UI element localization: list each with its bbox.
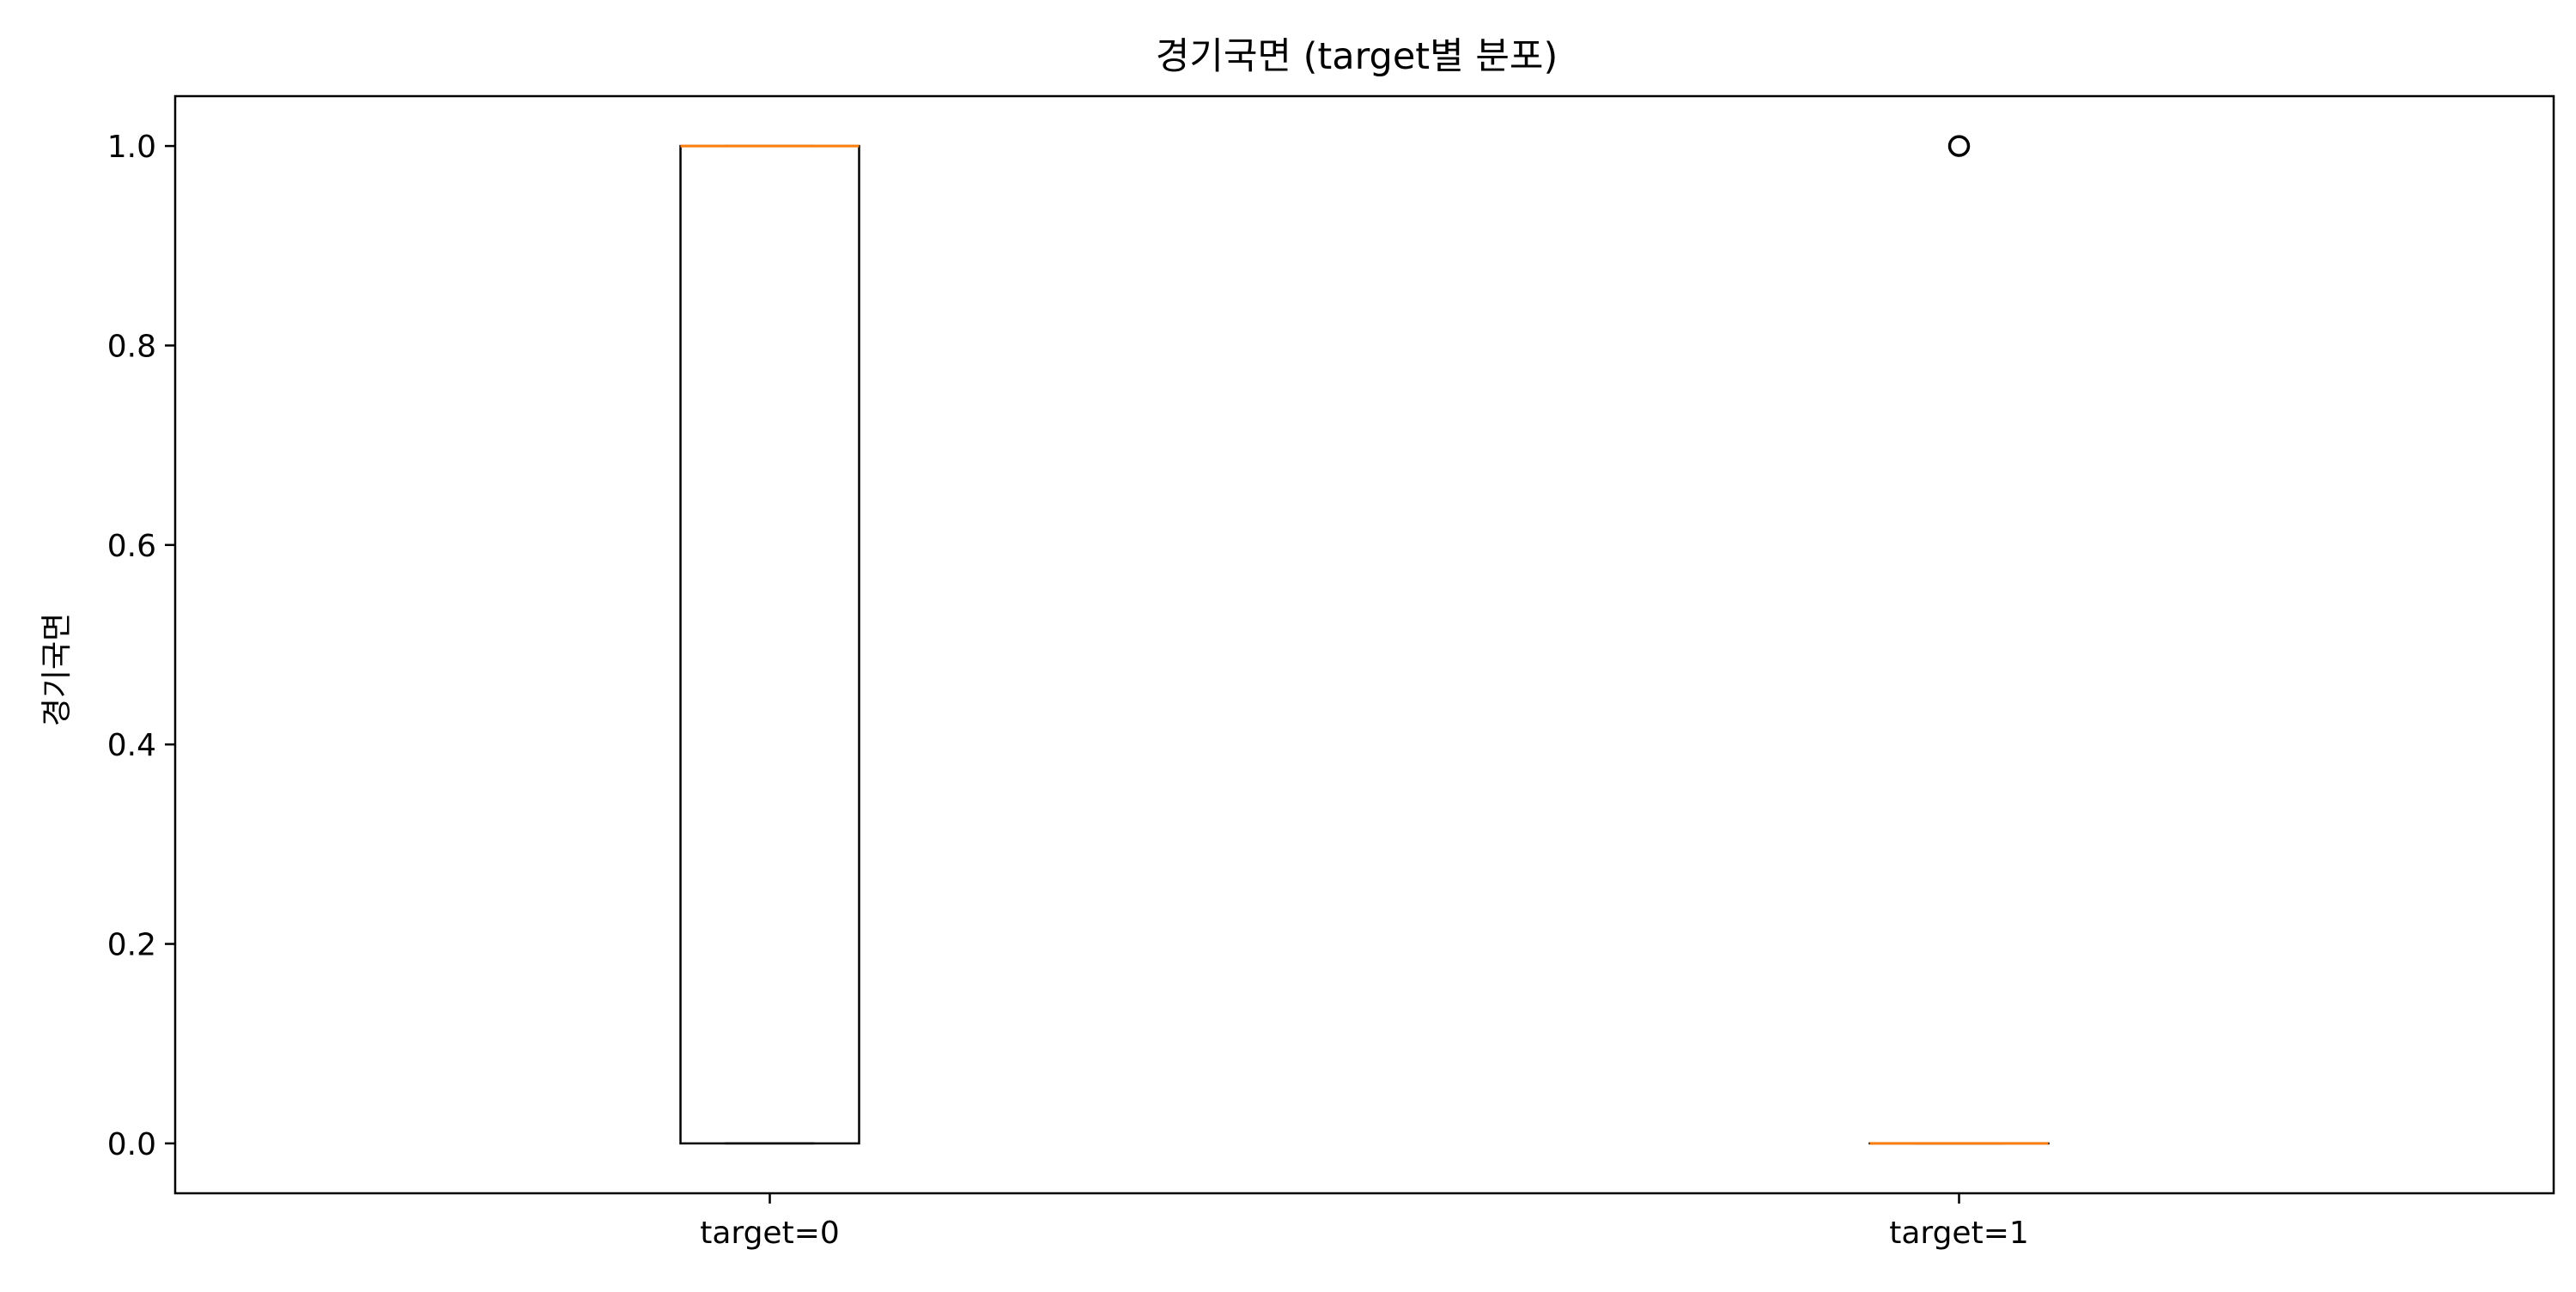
box-group-target=0	[681, 146, 860, 1143]
y-tick-label: 0.4	[107, 728, 156, 763]
y-tick-label: 0.6	[107, 529, 156, 564]
y-tick-label: 0.0	[107, 1127, 156, 1162]
outlier-point	[1950, 136, 1969, 155]
y-tick-label: 1.0	[107, 130, 156, 165]
x-tick-label: target=1	[1889, 1216, 2029, 1251]
chart-title: 경기국면 (target별 분포)	[1156, 35, 1558, 78]
plot-frame	[175, 96, 2554, 1193]
y-tick-label: 0.8	[107, 329, 156, 364]
x-tick-label: target=0	[700, 1216, 840, 1251]
x-axis: target=0 target=1	[700, 1193, 2029, 1251]
box-group-target=1	[1870, 136, 2049, 1143]
y-axis-title: 경기국면	[39, 613, 75, 726]
y-tick-label: 0.2	[107, 928, 156, 963]
box-body	[681, 146, 860, 1143]
y-axis: 0.0 0.2 0.4 0.6 0.8 1.0	[107, 130, 175, 1162]
boxes-layer	[681, 136, 2049, 1143]
